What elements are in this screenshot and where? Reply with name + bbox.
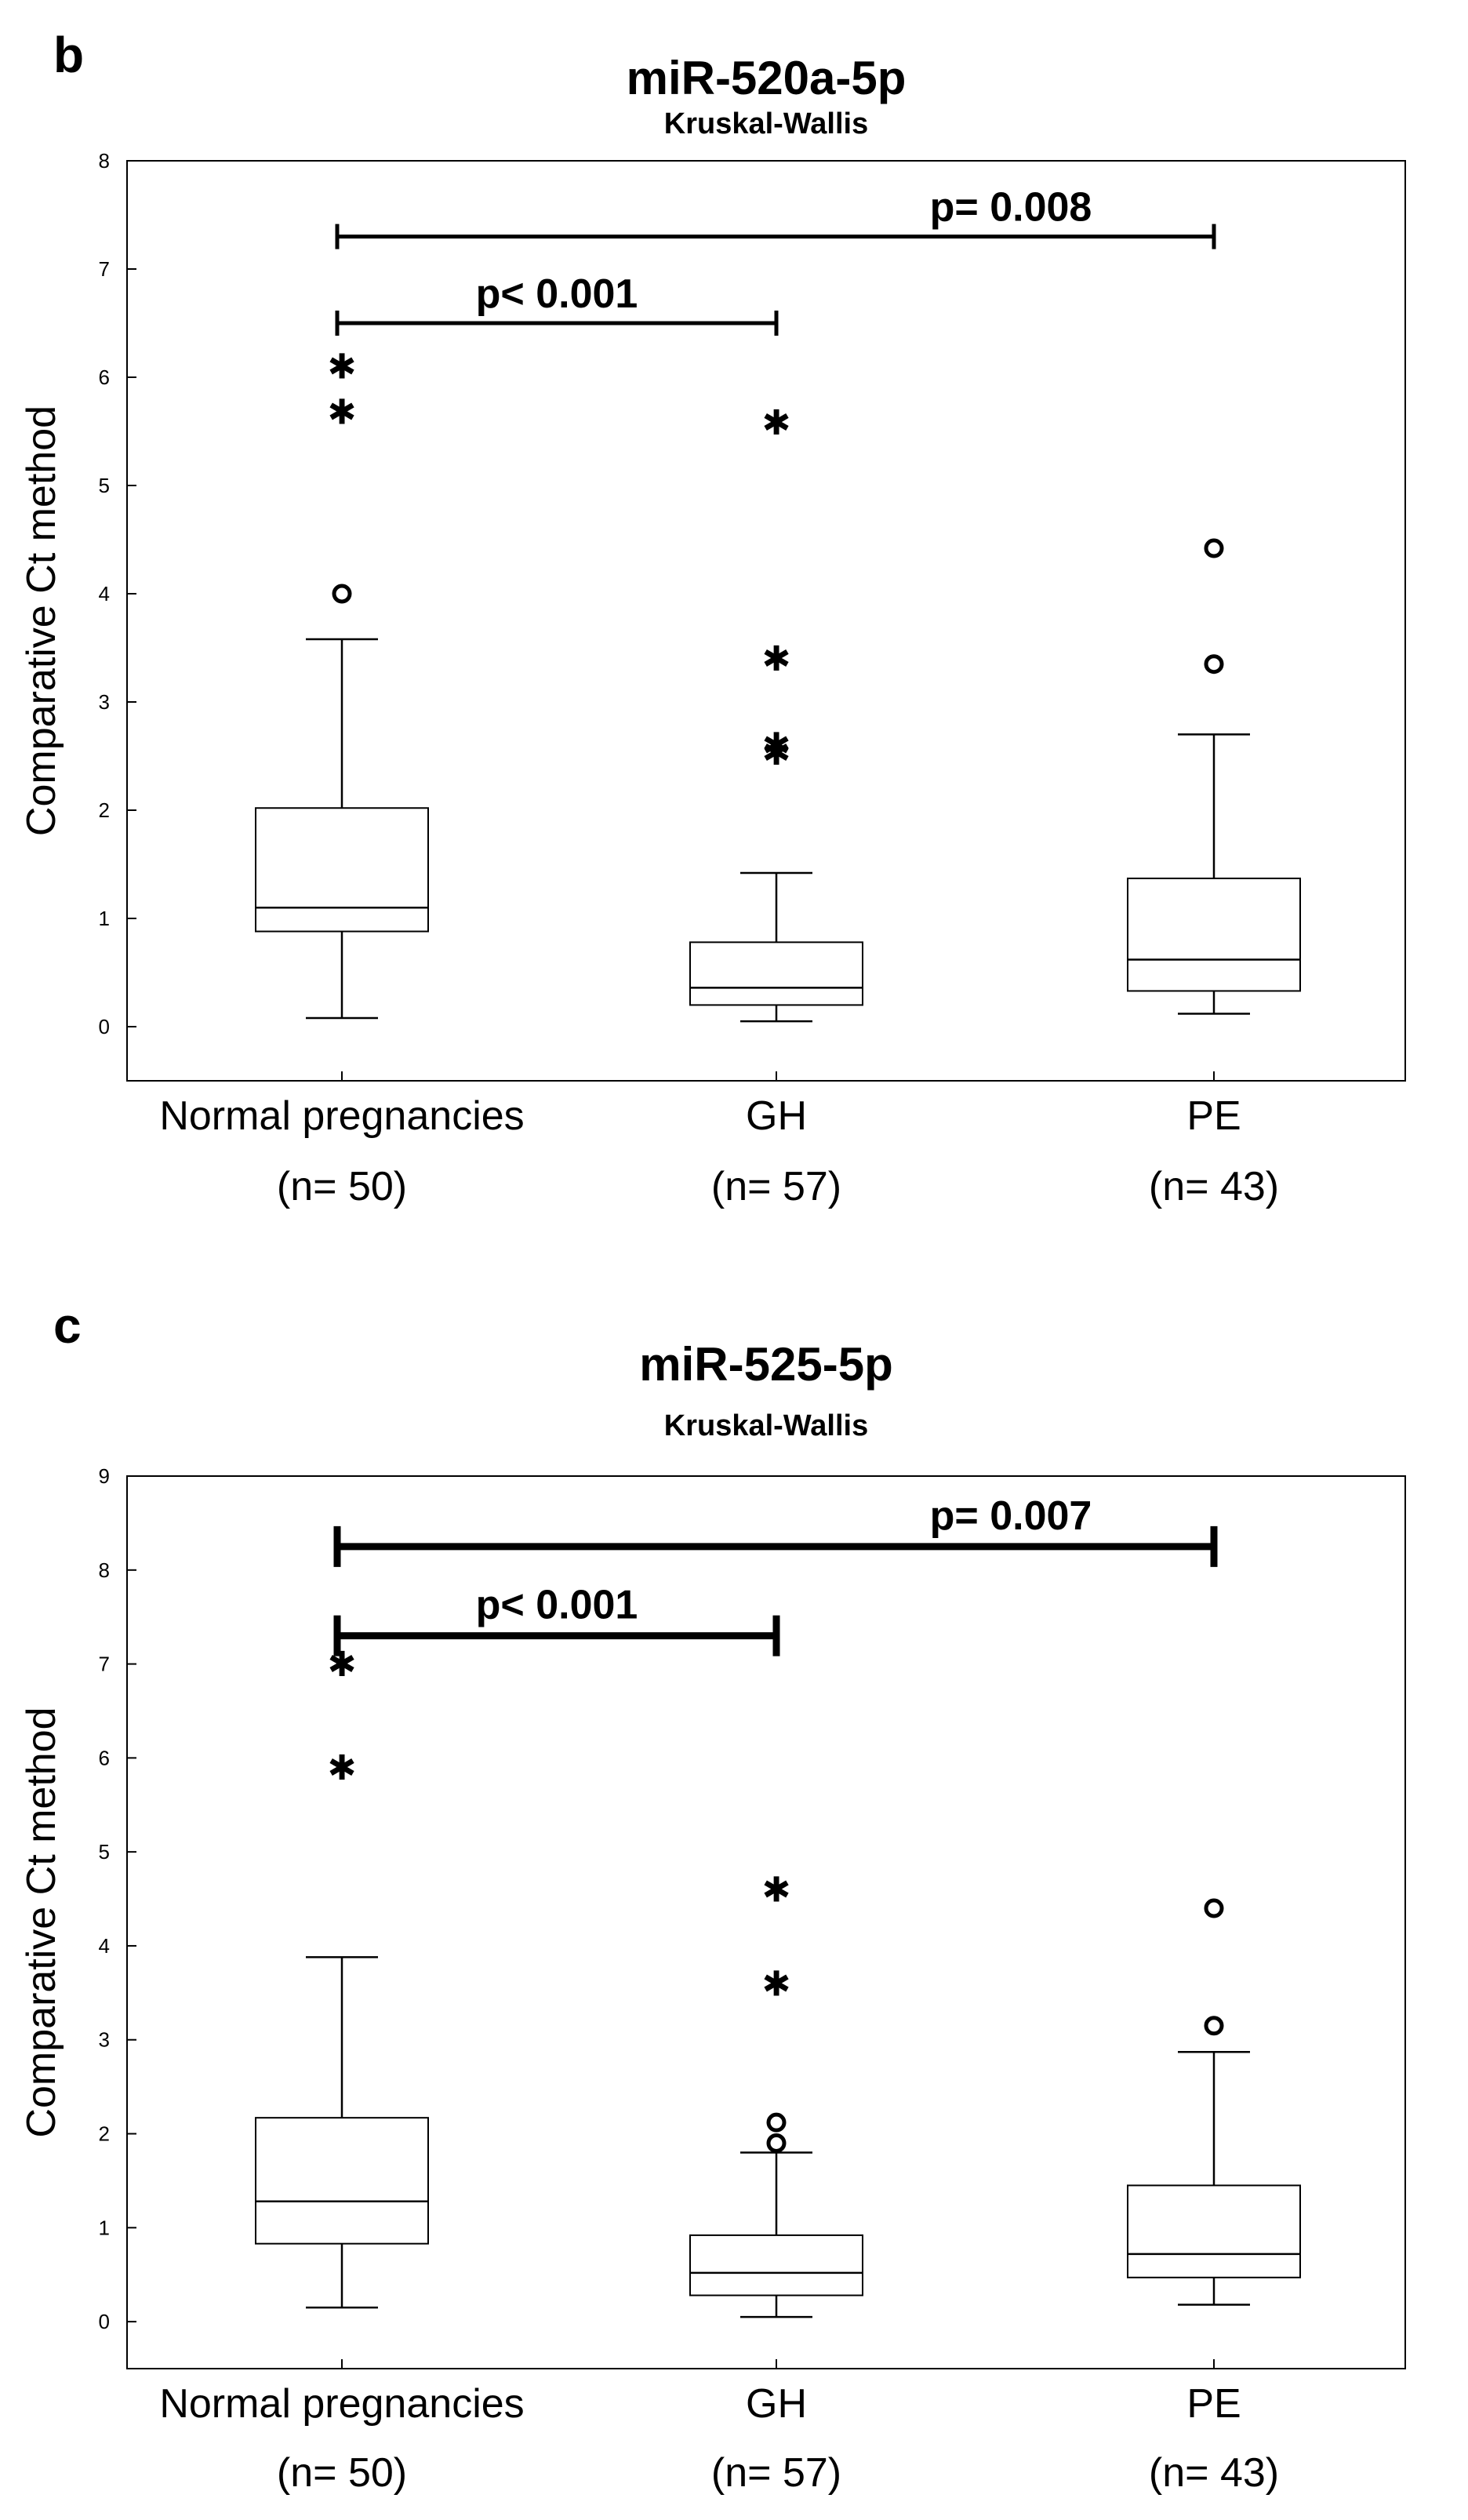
plot-frame [126, 160, 1406, 1082]
y-tick-label: 1 [99, 2216, 110, 2239]
box-normal-pregnancies: ✱✱ [255, 347, 429, 1020]
category-n-label: (n= 50) [277, 2450, 407, 2496]
box-normal-pregnancies: ✱✱ [255, 1645, 429, 2309]
box-pe [1127, 1898, 1301, 2306]
extreme-point: ✱ [762, 1965, 791, 2003]
y-axis-label: Comparative Ct method [19, 405, 64, 836]
p-value-label: p< 0.001 [476, 1583, 638, 1628]
category-label: PE [1186, 1093, 1241, 1139]
y-axis-label: Comparative Ct method [19, 1707, 64, 2137]
box-iqr [1127, 877, 1301, 992]
y-tick-label: 3 [99, 2028, 110, 2052]
y-tick-label: 2 [99, 798, 110, 822]
box-iqr [255, 2117, 429, 2245]
category-label: PE [1186, 2381, 1241, 2427]
extreme-point: ✱ [328, 1749, 357, 1787]
box-gh: ✱✱✱✱ [689, 404, 863, 1023]
category-n-label: (n= 57) [711, 2450, 841, 2496]
category-n-label: (n= 43) [1149, 2450, 1279, 2496]
outlier-point [1204, 538, 1224, 558]
box-iqr [1127, 2184, 1301, 2278]
extreme-point: ✱ [762, 1871, 791, 1910]
chart-title: miR-525-5p [639, 1338, 892, 1391]
outlier-point [1204, 654, 1224, 675]
outlier-point [1204, 1898, 1224, 1918]
extreme-point: ✱ [762, 726, 791, 765]
box-iqr [255, 807, 429, 933]
extreme-point: ✱ [762, 404, 791, 442]
comparison-bracket: p= 0.008 [335, 185, 1216, 249]
plot-frame [126, 1475, 1406, 2369]
y-tick-label: 4 [99, 1934, 110, 1958]
outlier-point [1204, 2016, 1224, 2036]
chart-subtitle: Kruskal-Wallis [664, 107, 868, 140]
box-gh: ✱✱ [689, 1871, 863, 2318]
p-value-label: p= 0.007 [930, 1493, 1092, 1539]
y-tick-label: 7 [99, 257, 110, 281]
comparison-bracket: p< 0.001 [335, 271, 779, 336]
category-n-label: (n= 50) [277, 1164, 407, 1209]
y-tick-label: 0 [99, 2310, 110, 2333]
y-tick-label: 8 [99, 149, 110, 173]
extreme-point: ✱ [328, 393, 357, 431]
y-tick-label: 7 [99, 1653, 110, 1676]
p-value-label: p< 0.001 [476, 271, 638, 317]
outlier-point [332, 584, 352, 604]
box-iqr [689, 2234, 863, 2296]
y-tick-label: 2 [99, 2122, 110, 2146]
y-tick-label: 6 [99, 1746, 110, 1769]
comparison-bracket: p< 0.001 [333, 1583, 780, 1656]
y-tick-label: 6 [99, 365, 110, 389]
box-iqr [689, 941, 863, 1006]
category-label: GH [746, 2381, 807, 2427]
comparison-bracket: p= 0.007 [333, 1493, 1218, 1567]
p-value-label: p= 0.008 [930, 185, 1092, 231]
outlier-point [766, 2112, 787, 2133]
extreme-point: ✱ [328, 347, 357, 386]
panel-letter: b [53, 27, 84, 83]
box-pe [1127, 538, 1301, 1015]
y-tick-label: 5 [99, 1840, 110, 1864]
y-tick-label: 3 [99, 690, 110, 714]
y-tick-label: 0 [99, 1015, 110, 1038]
chart-subtitle: Kruskal-Wallis [664, 1409, 868, 1442]
outlier-point [766, 2133, 787, 2154]
chart-title: miR-520a-5p [627, 52, 907, 104]
category-n-label: (n= 57) [711, 1164, 841, 1209]
y-tick-label: 4 [99, 582, 110, 605]
extreme-point: ✱ [762, 640, 791, 678]
panel-letter: c [53, 1297, 82, 1354]
extreme-point: ✱ [762, 734, 791, 773]
y-tick-label: 1 [99, 907, 110, 930]
category-n-label: (n= 43) [1149, 1164, 1279, 1209]
y-tick-label: 9 [99, 1464, 110, 1488]
y-tick-label: 5 [99, 474, 110, 497]
category-label: Normal pregnancies [159, 1093, 524, 1139]
y-tick-label: 8 [99, 1558, 110, 1582]
category-label: GH [746, 1093, 807, 1139]
extreme-point: ✱ [328, 1645, 357, 1684]
category-label: Normal pregnancies [159, 2381, 524, 2427]
chart-panel-c: c miR-525-5p Kruskal-Wallis 0 1 2 3 4 5 6 7 8 9 Compa… [19, 1297, 1406, 2496]
